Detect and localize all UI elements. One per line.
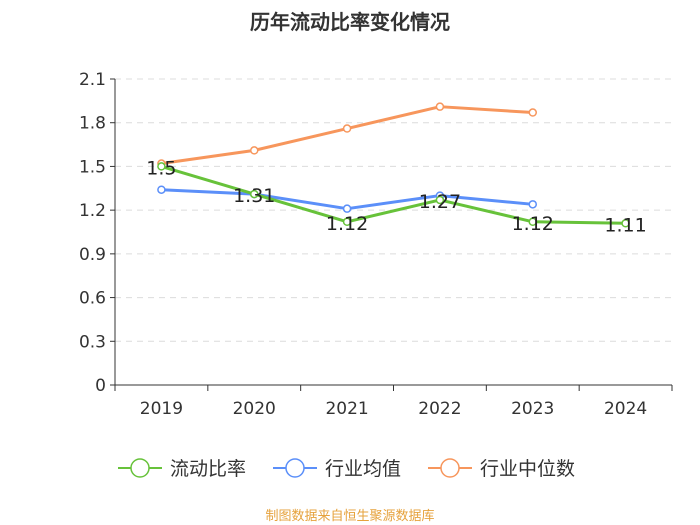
y-tick-label: 2.1: [79, 70, 106, 90]
x-tick-label: 2022: [418, 399, 461, 419]
data-point: [528, 200, 537, 209]
y-tick-label: 1.5: [79, 157, 106, 177]
data-point: [342, 124, 352, 133]
data-point: [528, 108, 537, 117]
data-label: 1.12: [512, 213, 554, 235]
y-tick-label: 1.8: [79, 114, 106, 134]
data-label: 1.27: [419, 191, 461, 213]
data-point: [621, 219, 630, 228]
legend: 流动比率 行业均值 行业中位数: [118, 458, 575, 480]
data-labels: 1.5 1.31 1.12 1.27 1.12 1.11: [146, 157, 646, 236]
x-tick-label: 2023: [511, 399, 554, 419]
legend-marker: [130, 458, 150, 478]
legend-marker: [440, 458, 460, 478]
y-tick-label: 1.2: [79, 201, 106, 221]
axes: 0 0.3 0.6 0.9 1.2 1.5 1.8 2.1 2019 2020 2021 2022 20…: [79, 70, 673, 419]
series-lines: [157, 102, 630, 228]
data-point: [250, 146, 259, 155]
data-point: [157, 162, 166, 171]
series-line: [160, 164, 626, 225]
data-point: [157, 185, 166, 194]
series-line: [161, 105, 533, 165]
legend-label: 行业中位数: [480, 458, 575, 480]
data-point: [342, 217, 352, 227]
y-tick-label: 0: [95, 376, 106, 396]
legend-label: 流动比率: [170, 458, 246, 480]
x-tick-label: 2021: [325, 399, 368, 419]
y-tick-label: 0.3: [79, 332, 106, 352]
y-tick-label: 0.9: [79, 245, 106, 265]
legend-label: 行业均值: [325, 458, 401, 480]
data-point: [435, 195, 445, 205]
data-label: 1.5: [146, 157, 176, 179]
data-label: 1.11: [604, 214, 646, 236]
data-point: [435, 102, 445, 111]
legend-marker: [285, 458, 305, 478]
data-label: 1.31: [233, 185, 275, 207]
data-point: [342, 204, 352, 213]
data-label: 1.12: [326, 213, 368, 235]
data-point: [250, 189, 259, 199]
x-tick-label: 2019: [140, 399, 183, 419]
x-tick-label: 2020: [233, 399, 276, 419]
source-note: 制图数据来自恒生聚源数据库: [265, 509, 435, 524]
chart-title: 历年流动比率变化情况: [250, 10, 450, 34]
data-point: [528, 217, 537, 227]
x-tick-label: 2024: [604, 399, 647, 419]
gridlines: [115, 78, 672, 342]
y-tick-label: 0.6: [79, 289, 106, 309]
